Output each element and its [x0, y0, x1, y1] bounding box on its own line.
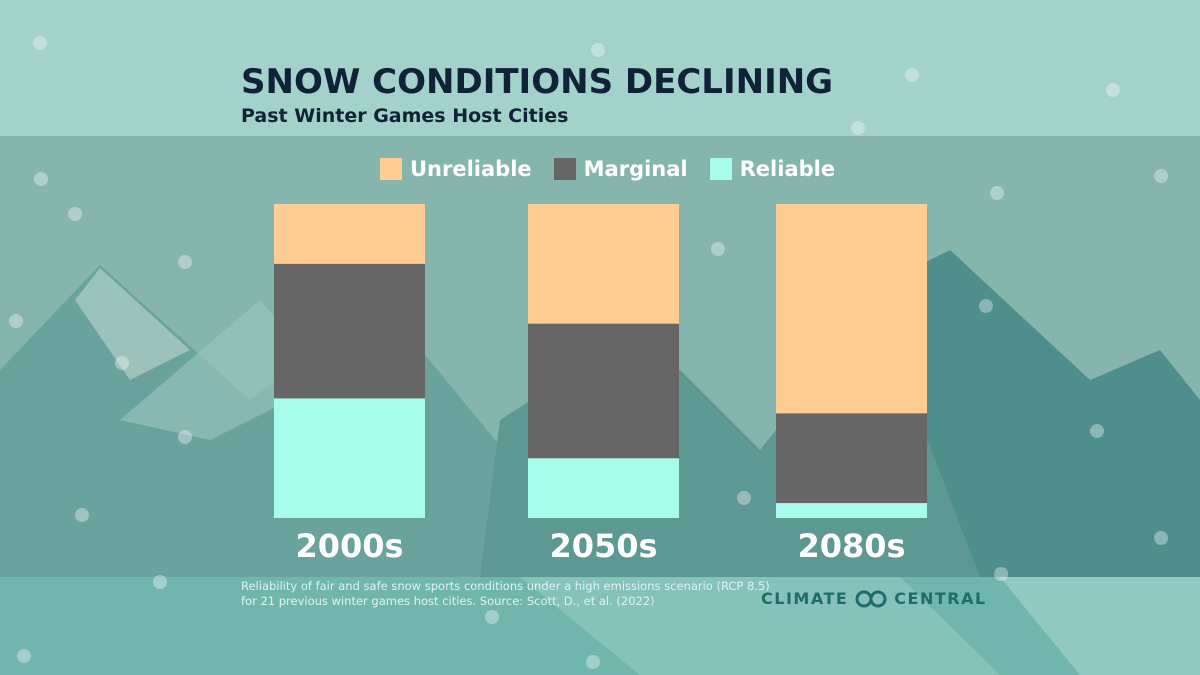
bar-unreliable-2000s [274, 204, 425, 264]
bar-reliable-2000s [274, 398, 425, 518]
legend-swatch [709, 158, 732, 180]
legend-label: Unreliable [410, 157, 532, 181]
legend-item-reliable: Reliable [709, 157, 836, 181]
climate-central-logo: CLIMATE CENTRAL [761, 589, 987, 608]
logo-rings-icon [855, 590, 887, 607]
bar-unreliable-2080s [776, 204, 927, 414]
chart-subtitle: Past Winter Games Host Cities [241, 105, 569, 127]
footnote-line: for 21 previous winter games host cities… [241, 594, 655, 608]
x-tick-label: 2080s [797, 527, 905, 565]
x-tick-label: 2000s [295, 527, 403, 565]
bar-unreliable-2050s [528, 204, 679, 324]
bar-reliable-2080s [776, 503, 927, 518]
footnote: Reliability of fair and safe snow sports… [241, 579, 770, 609]
bar-reliable-2050s [528, 458, 679, 518]
legend-label: Marginal [583, 157, 688, 181]
bar-marginal-2000s [274, 263, 425, 399]
legend-label: Reliable [739, 157, 836, 181]
footnote-line: Reliability of fair and safe snow sports… [241, 579, 770, 593]
logo-text: CLIMATE [761, 589, 849, 608]
legend-swatch [380, 158, 402, 180]
x-tick-label: 2050s [549, 527, 657, 565]
legend-swatch [553, 158, 576, 180]
legend: Unreliable Marginal Reliable [380, 157, 835, 181]
logo-text: CENTRAL [894, 589, 987, 608]
chart-title: SNOW CONDITIONS DECLINING [241, 62, 834, 102]
legend-item-marginal: Marginal [553, 157, 688, 181]
bar-marginal-2050s [528, 323, 679, 459]
legend-item-unreliable: Unreliable [380, 157, 532, 181]
bar-marginal-2080s [776, 413, 927, 504]
